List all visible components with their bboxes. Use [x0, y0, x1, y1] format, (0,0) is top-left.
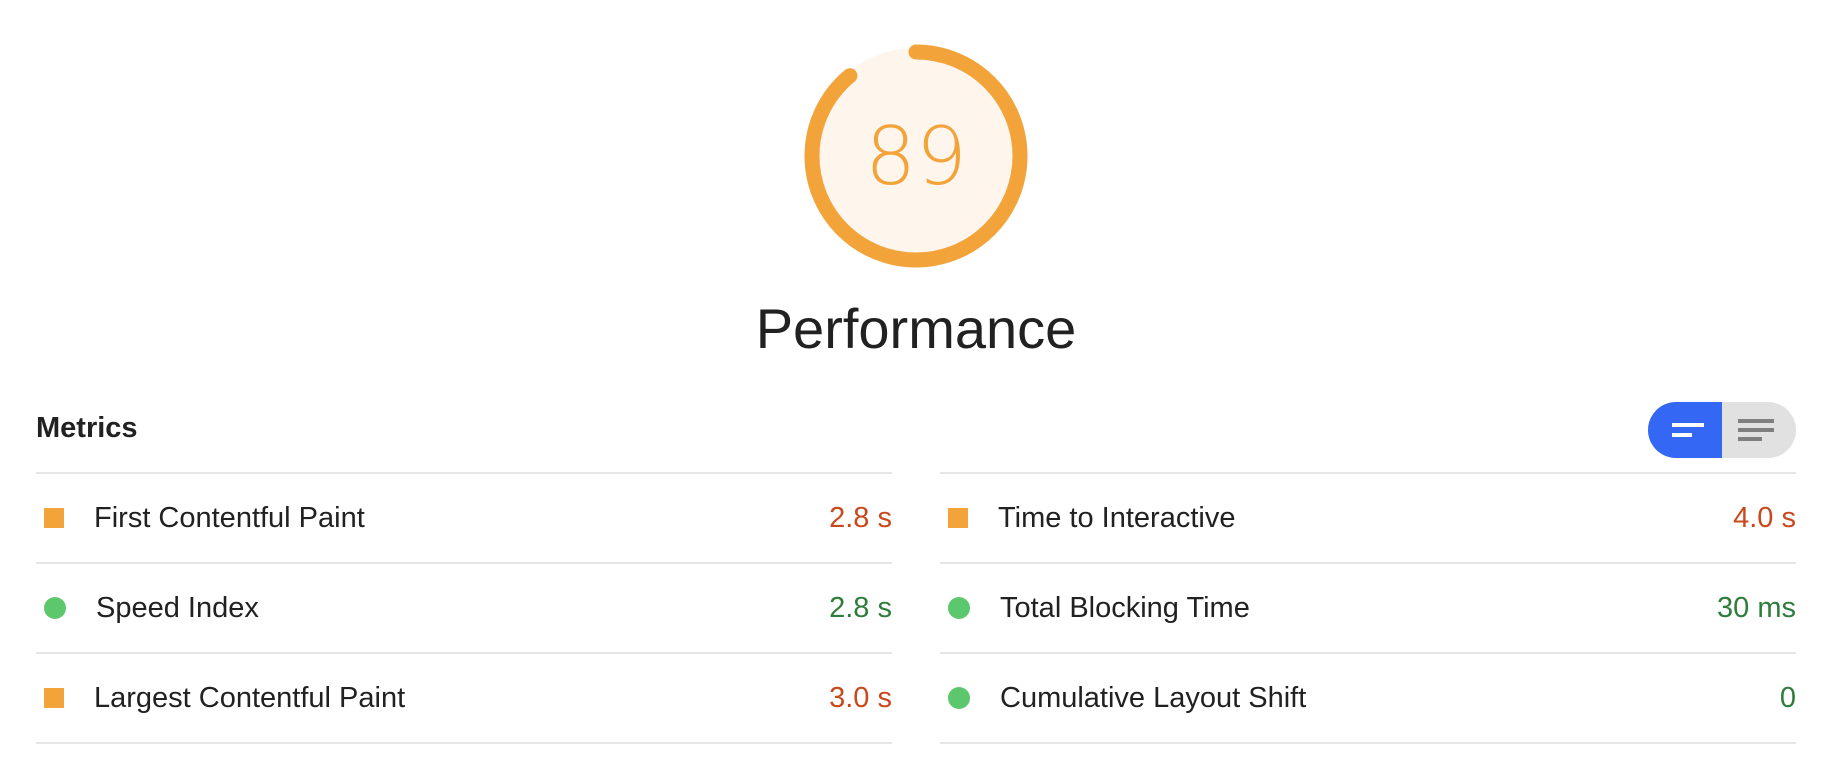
compact-view-icon	[1672, 423, 1722, 437]
score-gauge	[804, 44, 1028, 268]
pass-circle-icon	[44, 597, 66, 619]
metric-value: 2.8 s	[829, 591, 892, 624]
metric-value: 4.0 s	[1733, 501, 1796, 534]
expanded-view-icon	[1738, 419, 1796, 441]
metric-row: Total Blocking Time 30 ms	[940, 562, 1796, 652]
compact-view-button[interactable]	[1648, 402, 1722, 458]
pass-circle-icon	[948, 597, 970, 619]
metric-value: 3.0 s	[829, 681, 892, 714]
metric-row: Largest Contentful Paint 3.0 s	[36, 652, 892, 744]
metric-value: 2.8 s	[829, 501, 892, 534]
metric-row: Speed Index 2.8 s	[36, 562, 892, 652]
metrics-heading: Metrics	[36, 412, 138, 444]
metrics-view-toggle[interactable]	[1648, 402, 1796, 458]
gauge-arc	[804, 44, 1028, 268]
average-square-icon	[44, 508, 64, 528]
metric-label: Time to Interactive	[998, 501, 1236, 534]
gauge-background	[808, 48, 1024, 264]
performance-score: 89	[865, 109, 967, 203]
metric-row: Time to Interactive 4.0 s	[940, 472, 1796, 562]
metric-row: First Contentful Paint 2.8 s	[36, 472, 892, 562]
metric-label: Speed Index	[96, 591, 259, 624]
metric-row: Cumulative Layout Shift 0	[940, 652, 1796, 744]
average-square-icon	[948, 508, 968, 528]
metrics-left-column: First Contentful Paint 2.8 s Speed Index 2.…	[36, 472, 892, 744]
metric-value: 0	[1779, 681, 1796, 714]
pass-circle-icon	[948, 687, 970, 709]
metric-label: Largest Contentful Paint	[94, 681, 406, 714]
metric-label: Cumulative Layout Shift	[1000, 681, 1307, 714]
metrics-right-column: Time to Interactive 4.0 s Total Blocking T…	[940, 472, 1796, 744]
metric-label: Total Blocking Time	[1000, 591, 1250, 624]
average-square-icon	[44, 688, 64, 708]
expanded-view-button[interactable]	[1722, 402, 1796, 458]
category-title: Performance	[755, 297, 1077, 360]
metric-value: 30 ms	[1717, 591, 1796, 624]
metric-label: First Contentful Paint	[94, 501, 365, 534]
